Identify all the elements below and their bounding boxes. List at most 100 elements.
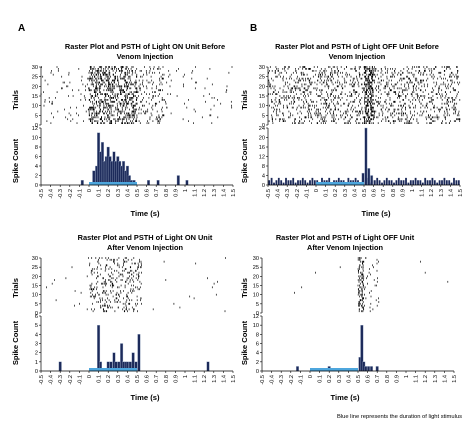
x-tick-label: 1.4	[442, 375, 448, 383]
x-tick-label: 0.1	[97, 375, 103, 383]
psth-bar	[445, 180, 448, 185]
psth-bar	[450, 182, 453, 186]
chart-title-line-2: After Venom Injection	[307, 243, 383, 252]
psth-bar	[438, 180, 441, 185]
raster-spikes	[294, 257, 449, 313]
raster-y-axis-label: Trials	[240, 278, 249, 298]
psth-bar	[206, 361, 210, 372]
psth-y-axis-label: Spike Count	[240, 320, 249, 365]
x-tick-label: -0.4	[49, 189, 55, 199]
psth-bar	[299, 180, 302, 185]
x-tick-label: 1.2	[423, 375, 429, 383]
raster-y-axis-label: Trials	[240, 90, 249, 110]
psth-bar	[58, 361, 62, 372]
x-tick-label: 0.5	[362, 189, 368, 197]
raster-y-tick-label: 5	[35, 113, 38, 119]
psth-bar	[304, 180, 307, 185]
psth-bar	[147, 180, 150, 186]
x-tick-label: 0.3	[116, 375, 122, 383]
x-tick-label: 0.6	[145, 375, 151, 383]
raster-y-tick-label: 20	[259, 84, 265, 90]
x-tick-label: 1.4	[221, 375, 227, 383]
x-tick-label: 1	[183, 375, 189, 378]
x-tick-label: 0.2	[106, 189, 112, 197]
psth-bar	[431, 177, 434, 186]
psth-y-tick-label: 12	[253, 314, 259, 320]
psth-bar	[395, 180, 398, 185]
raster-y-tick-label: 30	[32, 256, 38, 262]
psth-bar	[364, 127, 368, 186]
x-tick-label: 0.8	[164, 375, 170, 383]
raster-y-tick-label: 5	[35, 302, 38, 308]
psth-bar	[309, 180, 311, 185]
x-tick-label: -0.5	[39, 189, 45, 199]
x-tick-label: 1.5	[231, 375, 237, 383]
psth-bar	[375, 366, 379, 372]
psth-y-tick-label: 20	[259, 136, 265, 142]
psth-bar	[441, 180, 443, 185]
psth-y-tick-label: 24	[259, 126, 265, 132]
psth-bar	[417, 180, 419, 185]
x-tick-label: 0.7	[154, 375, 160, 383]
panel-letter-b: B	[250, 23, 257, 34]
raster-y-tick-label: 5	[262, 113, 265, 119]
x-tick-label: -0.5	[39, 375, 45, 385]
psth-bar	[321, 177, 323, 186]
psth-y-axis-label: Spike Count	[11, 320, 20, 365]
raster-spikes	[40, 66, 233, 124]
psth-bar	[354, 177, 357, 186]
psth-y-tick-label: 5	[35, 323, 38, 329]
x-tick-label: -0.1	[77, 189, 83, 199]
x-tick-label: 1.2	[202, 375, 208, 383]
x-tick-label: -0.1	[298, 375, 304, 385]
psth-y-tick-label: 0	[256, 369, 259, 375]
stimulus-bar	[89, 182, 137, 186]
psth-bar	[405, 177, 407, 186]
x-tick-label: 0.9	[173, 189, 179, 197]
raster-y-axis-label: Trials	[11, 90, 20, 110]
psth-bar	[412, 180, 415, 185]
psth-bar	[443, 177, 446, 186]
psth-bar	[373, 180, 376, 185]
raster-y-tick-label: 30	[253, 256, 259, 262]
psth-bar	[376, 177, 379, 186]
x-tick-label: 1	[183, 189, 189, 192]
psth-bar	[270, 177, 273, 186]
x-tick-label: 1.1	[420, 189, 426, 197]
x-tick-label: 0.9	[173, 375, 179, 383]
raster-y-tick-label: 15	[32, 94, 38, 100]
x-tick-label: 0.6	[145, 189, 151, 197]
raster-y-tick-label: 30	[32, 65, 38, 71]
x-tick-label: 0	[87, 375, 93, 378]
raster-y-tick-label: 20	[32, 84, 38, 90]
psth-bars	[58, 324, 210, 372]
psth-bar	[287, 180, 290, 185]
psth-y-tick-label: 8	[256, 332, 259, 338]
psth-y-tick-label: 8	[35, 145, 38, 151]
chart-title-line-2: Venom Injection	[329, 52, 386, 61]
x-tick-label: 1.1	[193, 375, 199, 383]
raster-y-tick-label: 10	[32, 104, 38, 110]
raster-y-tick-label: 10	[259, 104, 265, 110]
psth-y-tick-label: 6	[35, 314, 38, 320]
x-tick-label: 0.3	[337, 375, 343, 383]
psth-bar	[328, 177, 331, 186]
x-tick-label: 1.3	[212, 189, 218, 197]
x-axis-label: Time (s)	[331, 393, 360, 402]
psth-y-tick-label: 6	[256, 342, 259, 348]
psth-y-tick-label: 12	[259, 155, 265, 161]
raster-y-tick-label: 10	[32, 293, 38, 299]
psth-bar	[397, 177, 400, 186]
x-tick-label: -0.3	[285, 189, 291, 199]
psth-bar	[383, 180, 386, 185]
x-axis-label: Time (s)	[362, 209, 391, 218]
psth-bar	[280, 180, 283, 185]
psth-bar	[378, 180, 381, 185]
x-tick-label: -0.3	[279, 375, 285, 385]
x-tick-label: -0.1	[77, 375, 83, 385]
x-tick-label: 1.3	[439, 189, 445, 197]
psth-y-tick-label: 4	[256, 351, 259, 357]
x-tick-label: 0	[87, 189, 93, 192]
psth-y-tick-label: 16	[259, 145, 265, 151]
psth-y-tick-label: 4	[262, 174, 265, 180]
